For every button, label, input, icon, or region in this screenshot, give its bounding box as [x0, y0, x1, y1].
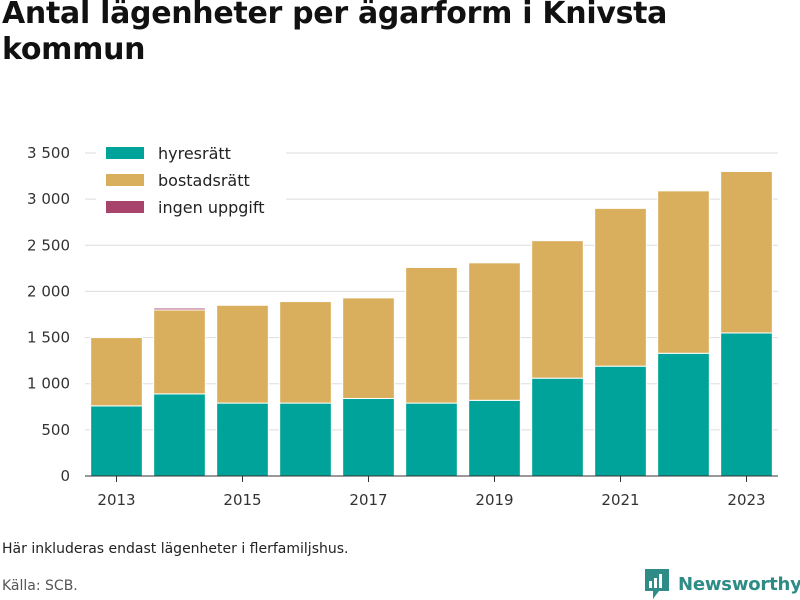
- x-axis-ticks: 2013 2015 2017 2019 2021 2023: [97, 476, 766, 509]
- bar-segment-ingen-uppgift-2014: [153, 307, 206, 311]
- y-axis-ticks: 0 500 1 000 1 500 2 000 2 500 3 000 3 500: [27, 144, 70, 485]
- bar-segment-hyresrätt-2014: [153, 393, 206, 477]
- x-tick-label: 2013: [97, 491, 135, 509]
- bar-segment-bostadsrätt-2023: [720, 170, 773, 334]
- footnote: Här inkluderas endast lägenheter i flerf…: [2, 541, 349, 557]
- bar-segment-bostadsrätt-2015: [216, 304, 269, 404]
- y-tick-label: 1 000: [27, 375, 70, 393]
- x-tick-label: 2023: [727, 491, 765, 509]
- legend-swatch-hyresrätt: [106, 147, 144, 159]
- legend-label: bostadsrätt: [158, 171, 250, 190]
- bar-segment-bostadsrätt-2021: [594, 207, 647, 367]
- y-tick-label: 3 000: [27, 190, 70, 208]
- legend-swatch-ingen-uppgift: [106, 201, 144, 213]
- x-tick-label: 2021: [601, 491, 639, 509]
- source-note: Källa: SCB.: [2, 578, 78, 594]
- y-tick-label: 2 500: [27, 236, 70, 254]
- y-tick-label: 2 000: [27, 282, 70, 300]
- bar-segment-bostadsrätt-2016: [279, 301, 332, 404]
- x-tick-label: 2017: [349, 491, 387, 509]
- y-tick-label: 3 500: [27, 144, 70, 162]
- bar-segment-bostadsrätt-2020: [531, 240, 584, 379]
- legend-label: ingen uppgift: [158, 198, 265, 217]
- bar-segment-hyresrätt-2016: [279, 402, 332, 477]
- bar-segment-hyresrätt-2019: [468, 399, 521, 477]
- bars: [90, 170, 773, 477]
- x-tick-label: 2015: [223, 491, 261, 509]
- bar-segment-bostadsrätt-2019: [468, 262, 521, 401]
- brand-logo: Newsworthy: [645, 569, 800, 599]
- bar-segment-hyresrätt-2015: [216, 402, 269, 477]
- chart-title: Antal lägenheter per ägarform i Knivsta …: [2, 0, 668, 67]
- bar-segment-hyresrätt-2017: [342, 397, 395, 477]
- bar-segment-bostadsrätt-2017: [342, 297, 395, 399]
- x-tick-label: 2019: [475, 491, 513, 509]
- bar-segment-bostadsrätt-2022: [657, 190, 710, 354]
- newsworthy-logo-icon: [645, 569, 669, 599]
- brand-name: Newsworthy: [678, 573, 800, 595]
- bar-segment-hyresrätt-2018: [405, 402, 458, 477]
- bar-segment-bostadsrätt-2018: [405, 266, 458, 404]
- bar-segment-hyresrätt-2023: [720, 332, 773, 477]
- y-tick-label: 500: [41, 421, 70, 439]
- legend-label: hyresrätt: [158, 144, 231, 163]
- bar-segment-bostadsrätt-2013: [90, 337, 143, 407]
- y-tick-label: 0: [60, 467, 70, 485]
- bar-segment-hyresrätt-2022: [657, 352, 710, 477]
- y-tick-label: 1 500: [27, 329, 70, 347]
- bar-segment-hyresrätt-2021: [594, 365, 647, 477]
- bar-segment-hyresrätt-2013: [90, 405, 143, 477]
- legend: hyresrätt bostadsrätt ingen uppgift: [96, 138, 286, 226]
- bar-segment-bostadsrätt-2014: [153, 309, 206, 395]
- legend-swatch-bostadsrätt: [106, 174, 144, 186]
- bar-segment-hyresrätt-2020: [531, 377, 584, 477]
